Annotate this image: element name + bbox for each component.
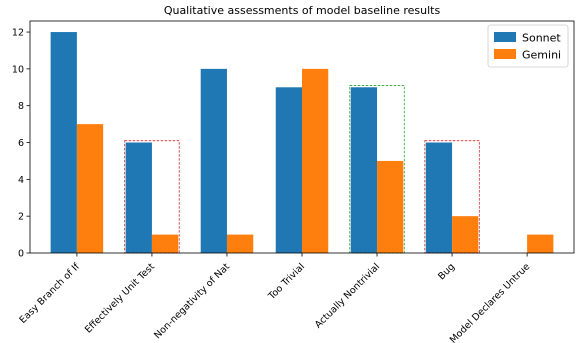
bars-group bbox=[50, 32, 554, 254]
bar-sonnet-1 bbox=[125, 142, 152, 253]
bar-gemini-2 bbox=[226, 234, 254, 253]
bar-gemini-5 bbox=[452, 216, 479, 253]
y-tick-label: 6 bbox=[18, 138, 24, 149]
x-tick-label: Effectively Unit Test bbox=[83, 261, 157, 335]
legend-label-sonnet: Sonnet bbox=[522, 32, 561, 45]
bar-gemini-1 bbox=[151, 234, 179, 253]
bar-sonnet-5 bbox=[425, 142, 453, 253]
y-tick-label: 4 bbox=[18, 175, 24, 186]
bar-gemini-3 bbox=[302, 68, 329, 254]
x-tick-label: Model Declares Untrue bbox=[448, 261, 533, 343]
bar-sonnet-0 bbox=[50, 32, 77, 253]
bar-sonnet-3 bbox=[275, 87, 302, 253]
bar-sonnet-4 bbox=[350, 87, 378, 253]
y-tick-label: 10 bbox=[12, 64, 24, 75]
y-tick-label: 8 bbox=[18, 101, 24, 112]
plot-frame bbox=[29, 20, 575, 254]
x-tick-label: Bug bbox=[436, 261, 457, 282]
chart-title: Qualitative assessments of model baselin… bbox=[164, 4, 441, 17]
x-tick-label: Non-negativity of Nat bbox=[152, 261, 232, 341]
bar-gemini-0 bbox=[76, 124, 104, 253]
bar-gemini-4 bbox=[377, 160, 404, 253]
y-tick-label: 2 bbox=[18, 212, 24, 223]
bar-gemini-6 bbox=[527, 234, 554, 253]
bar-sonnet-2 bbox=[200, 68, 227, 254]
y-axis: 0 2 4 6 8 10 12 bbox=[12, 28, 30, 260]
legend: Sonnet Gemini bbox=[487, 24, 569, 68]
legend-swatch-gemini bbox=[494, 49, 516, 59]
legend-label-gemini: Gemini bbox=[522, 49, 561, 62]
y-tick-label: 0 bbox=[18, 249, 24, 260]
legend-swatch-sonnet bbox=[494, 32, 516, 42]
x-tick-label: Too Trivial bbox=[266, 261, 307, 302]
x-tick-label: Actually Nontrivial bbox=[313, 261, 382, 330]
x-tick-label: Easy Branch of If bbox=[17, 261, 82, 326]
x-axis: Easy Branch of If Effectively Unit TestNo… bbox=[17, 253, 532, 343]
y-tick-label: 12 bbox=[12, 28, 24, 39]
